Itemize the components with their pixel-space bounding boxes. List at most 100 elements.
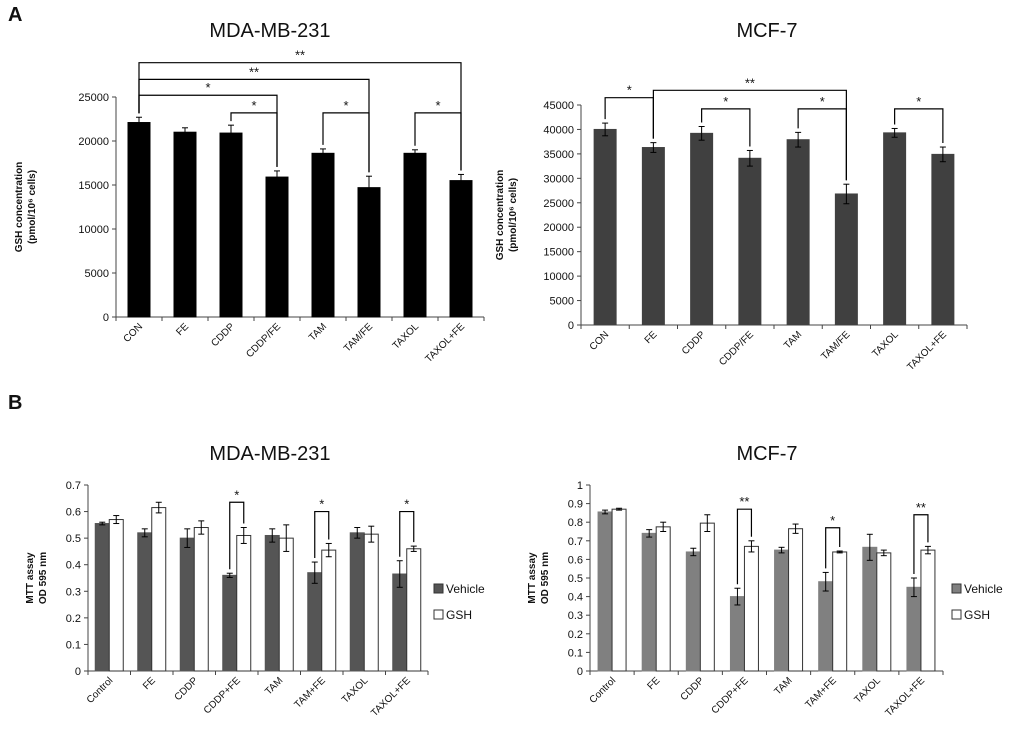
category-label: TAXOL [340, 675, 371, 706]
significance-bracket [414, 112, 462, 171]
y-tick-label: 5000 [85, 268, 109, 280]
bar-gsh [788, 528, 804, 672]
y-tick-label: 0.8 [568, 517, 583, 529]
y-tick-label: 15000 [78, 180, 109, 192]
y-tick-label: 0.3 [66, 586, 81, 598]
y-tick-label: 0.3 [568, 610, 583, 622]
bar-gsh [883, 132, 907, 326]
y-tick-label: 25000 [78, 92, 109, 104]
y-tick-label: 0 [577, 666, 583, 678]
category-label: TAM/FE [819, 329, 852, 362]
y-tick-label: 0.1 [66, 639, 81, 651]
y-tick-label: 0.6 [568, 554, 583, 566]
bar-vehicle [94, 523, 110, 672]
category-label: CDDP [209, 321, 237, 349]
legend-label-vehicle: Vehicle [964, 582, 1003, 596]
bar-gsh [449, 180, 473, 318]
bar-gsh [265, 176, 289, 318]
significance-bracket [322, 112, 370, 173]
y-tick-label: 0.6 [66, 507, 81, 519]
category-label: TAM [307, 321, 329, 343]
category-label: TAM [263, 675, 285, 697]
bar-gsh [738, 157, 762, 326]
bar-vehicle [641, 532, 657, 672]
category-label: CDDP/FE [717, 329, 756, 368]
legend-label-gsh: GSH [964, 608, 990, 622]
y-tick-label: 0.2 [568, 629, 583, 641]
bar-gsh [108, 519, 124, 672]
category-label: FE [141, 675, 158, 692]
bar-gsh [193, 527, 209, 672]
category-label: FE [174, 321, 191, 338]
bar-vehicle [264, 534, 280, 672]
significance-label: * [251, 98, 256, 113]
y-tick-label: 0.4 [568, 592, 583, 604]
y-tick-label: 0 [103, 312, 109, 324]
y-tick-label: 0 [75, 666, 81, 678]
category-label: CDDP [173, 675, 201, 703]
significance-label: * [435, 98, 440, 113]
category-label: TAXOL [852, 675, 883, 706]
y-tick-label: 0 [568, 320, 574, 332]
bar-gsh [690, 132, 714, 326]
significance-label: * [404, 497, 409, 512]
panel-label-b: B [8, 392, 23, 414]
bar-vehicle [222, 574, 238, 672]
category-label: CDDP [680, 329, 708, 357]
significance-bracket [399, 510, 415, 557]
category-label: CDDP [679, 675, 707, 703]
category-label: TAM+FE [293, 675, 329, 711]
bar-gsh [127, 122, 151, 318]
category-label: TAM [772, 675, 794, 697]
category-label: CDDP+FE [202, 675, 243, 716]
category-label: TAXOL [870, 329, 901, 360]
y-tick-label: 15000 [543, 247, 574, 259]
bar-gsh [219, 132, 243, 318]
y-axis-label: MTT assay OD 595 nm [527, 552, 551, 604]
significance-label: ** [739, 494, 749, 509]
chart-title: MDA-MB-231 [209, 443, 330, 465]
bar-vehicle [137, 532, 153, 672]
category-label: TAXOL+FE [905, 329, 949, 373]
bar-gsh [655, 526, 671, 672]
bar-vehicle [179, 537, 195, 672]
legend-label-gsh: GSH [446, 608, 472, 622]
y-tick-label: 0.9 [568, 499, 583, 511]
bar-gsh [151, 507, 167, 672]
y-tick-label: 40000 [543, 124, 574, 136]
significance-bracket [230, 112, 278, 167]
bar-gsh [321, 549, 337, 672]
significance-label: * [343, 98, 348, 113]
bar-gsh [699, 522, 715, 672]
y-tick-label: 0.5 [66, 533, 81, 545]
y-tick-label: 20000 [543, 222, 574, 234]
bar-vehicle [597, 511, 613, 672]
bar-vehicle [862, 546, 878, 672]
y-tick-label: 1 [577, 480, 583, 492]
bar-vehicle [349, 532, 365, 672]
significance-label: * [319, 497, 324, 512]
significance-label: * [234, 487, 239, 502]
legend-swatch-gsh [433, 609, 444, 620]
category-label: CON [122, 321, 146, 345]
y-tick-label: 0.4 [66, 560, 81, 572]
bar-vehicle [307, 572, 323, 672]
legend-swatch-vehicle [433, 583, 444, 594]
y-tick-label: 35000 [543, 149, 574, 161]
significance-label: * [627, 83, 632, 98]
bar-gsh [406, 548, 422, 672]
bar-gsh [357, 187, 381, 318]
bar-gsh [641, 147, 665, 326]
significance-bracket [894, 108, 944, 144]
bar-gsh [278, 537, 294, 672]
y-tick-label: 0.2 [66, 613, 81, 625]
significance-label: ** [295, 48, 305, 63]
y-axis-label: MTT assay OD 595 nm [25, 552, 49, 604]
chart-title: MCF-7 [736, 20, 797, 42]
significance-label: * [916, 94, 921, 109]
y-tick-label: 0.5 [568, 573, 583, 585]
y-tick-label: 10000 [78, 224, 109, 236]
bar-gsh [173, 131, 197, 318]
category-label: TAM/FE [342, 321, 375, 354]
bar-gsh [786, 139, 810, 326]
